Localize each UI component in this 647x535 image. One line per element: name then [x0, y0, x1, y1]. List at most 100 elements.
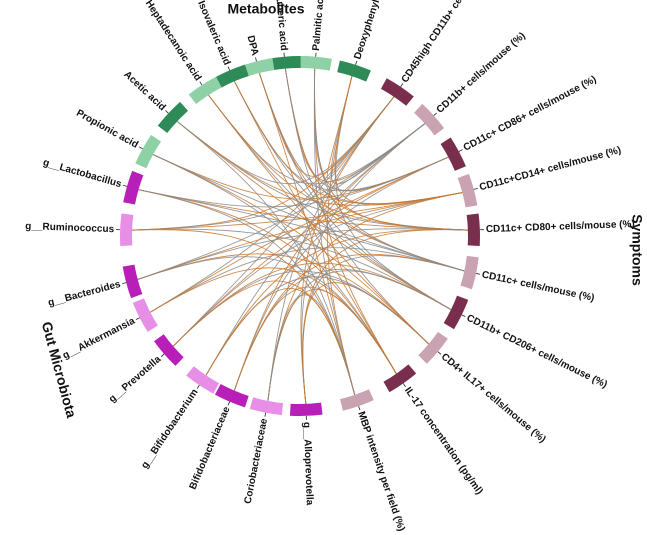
chord-link [284, 68, 426, 182]
chord-link [150, 96, 395, 313]
chord-link [205, 276, 430, 376]
chord-link [284, 68, 468, 231]
node-tick [123, 184, 128, 187]
ring-segment [443, 295, 469, 330]
node-label: CD11c+ CD80+ cells/mouse (%) [486, 219, 635, 235]
node-tick [135, 317, 140, 320]
node-label: Deoxyphenylacetic acid [352, 0, 398, 61]
node-tick [400, 83, 404, 87]
chord-link [233, 268, 452, 391]
ring-segment [289, 402, 323, 416]
node-tick [138, 146, 143, 150]
node-label: g__Akkermansia [61, 315, 137, 361]
chord-link [132, 123, 426, 231]
chord-link [205, 123, 426, 376]
chord-ring [116, 52, 484, 420]
node-tick [227, 401, 231, 406]
node-tick [355, 60, 358, 65]
ring-segment [135, 134, 162, 169]
node-label: g__Lactobacillus [42, 157, 123, 190]
node-tick [458, 149, 463, 152]
node-tick [461, 314, 466, 318]
node-tick [473, 187, 478, 190]
node-label: CD11c+ CD86+ cells/mouse (%) [462, 74, 599, 154]
node-tick [264, 412, 267, 417]
node-tick [196, 385, 200, 389]
ring-segment [186, 366, 220, 394]
ring-segment [154, 334, 184, 366]
node-tick [475, 273, 481, 275]
ring-segment [340, 389, 374, 411]
chord-link [172, 262, 452, 347]
node-tick [160, 353, 165, 358]
chord-link [138, 156, 449, 208]
node-label: Heptadecanoic acid [143, 0, 203, 83]
ring-segment [457, 173, 478, 208]
chord-link [138, 189, 465, 272]
ring-segment [123, 170, 144, 205]
ring-segment [120, 213, 134, 247]
chord-link [205, 229, 468, 376]
ring-segment [380, 78, 414, 106]
node-label: Palmitic acid [311, 0, 327, 51]
group-title-symptoms: Symptoms [629, 214, 645, 286]
node-tick [199, 81, 203, 86]
ring-segment [460, 255, 479, 290]
chord-link [267, 96, 395, 401]
node-label: Acetic acid [121, 69, 167, 113]
chord-link [233, 156, 449, 391]
chord-link [267, 289, 397, 401]
group-title-microbiota: Gut Microbiota [39, 320, 80, 420]
node-label: CD11b+ cells/mouse (%) [435, 30, 528, 115]
chord-link [172, 192, 463, 347]
node-label: DPA [245, 34, 261, 56]
ring-segment [440, 137, 466, 171]
node-tick [437, 351, 442, 355]
ring-segment [132, 298, 158, 332]
node-label: g__Bacteroides [47, 279, 122, 309]
chord-link [150, 247, 465, 313]
group-title-metabolites: Metabolites [227, 1, 304, 17]
node-label: g__Bifidobacterium [139, 387, 200, 471]
chord-link [176, 121, 468, 231]
chord-link [132, 228, 452, 311]
chord-links [132, 68, 468, 404]
node-label: Bifidobacteriaceae [188, 405, 233, 492]
node-label: CD4+ IL17+ cells/mouse (%) [439, 351, 548, 445]
ring-segment [214, 384, 249, 408]
ring-segment [157, 101, 189, 134]
ring-segment [268, 55, 301, 71]
node-tick [255, 57, 257, 62]
chord-link [138, 189, 356, 395]
ring-segment [418, 331, 448, 364]
node-tick [165, 110, 169, 114]
ring-segment [299, 56, 332, 71]
node-label: CD11c+ cells/mouse (%) [481, 269, 596, 304]
ring-segment [466, 213, 480, 247]
node-label: CD11b+ CD206+ cells/mouse (%) [465, 313, 609, 391]
chord-link [137, 256, 397, 374]
node-label: g__Ruminococcus [25, 221, 115, 235]
chord-link [301, 123, 426, 404]
ring-segment [122, 264, 143, 299]
chord-link [313, 68, 449, 192]
node-label: CD11c+CD14+ cells/mouse (%) [478, 145, 622, 193]
node-tick [433, 112, 438, 116]
ring-segment [214, 64, 249, 88]
ring-segment [414, 103, 445, 136]
node-tick [358, 406, 361, 411]
chord-link [150, 156, 449, 313]
ring-segment [337, 60, 371, 82]
chord-link [267, 192, 463, 401]
chord-link [330, 76, 426, 185]
node-label: IL-17 concentration (pg/ml) [402, 385, 485, 496]
node-label: g__Prevotella [107, 354, 164, 405]
node-label: Propionic acid [74, 108, 140, 151]
ring-segment [249, 397, 284, 416]
chord-link [137, 228, 468, 280]
chord-link [233, 81, 449, 192]
node-label: Coriobacteriaceae [243, 417, 270, 505]
ring-segment [240, 58, 275, 78]
node-tick [402, 383, 406, 387]
